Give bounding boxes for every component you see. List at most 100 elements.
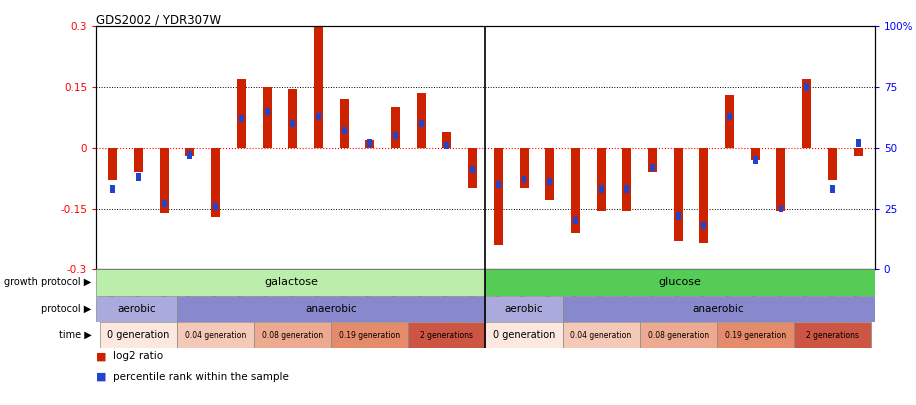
Bar [111,185,115,193]
Bar [753,156,758,164]
Bar [212,148,220,217]
Text: ■: ■ [96,372,106,382]
Bar [444,142,450,149]
Bar [700,148,708,243]
Bar [177,296,485,322]
Text: 0.19 generation: 0.19 generation [339,330,400,340]
Text: aerobic: aerobic [505,304,543,314]
Bar [485,269,875,296]
Bar [134,148,143,172]
Bar [367,139,372,147]
Bar [545,148,554,200]
Bar [417,93,426,148]
Text: 2 generations: 2 generations [806,330,859,340]
Bar [237,79,245,148]
Bar [419,120,424,127]
Bar [599,185,604,193]
Text: anaerobic: anaerobic [306,304,357,314]
Bar [751,148,759,160]
Text: 0.08 generation: 0.08 generation [262,330,323,340]
Bar [622,148,631,211]
Bar [727,113,732,120]
Bar [265,108,269,115]
Bar [572,217,578,224]
Bar [188,151,192,159]
Text: 0 generation: 0 generation [107,330,169,340]
Bar [185,148,194,156]
Text: time ▶: time ▶ [59,330,92,340]
Bar [521,176,527,183]
Bar [393,132,398,139]
Bar [828,148,837,180]
Bar [856,139,860,147]
Text: 0.04 generation: 0.04 generation [185,330,246,340]
Bar [255,322,332,348]
Bar [108,148,117,180]
Text: glucose: glucose [659,277,702,288]
Text: 0.04 generation: 0.04 generation [571,330,632,340]
Bar [562,296,875,322]
Text: aerobic: aerobic [117,304,156,314]
Bar [213,202,218,210]
Bar [96,269,485,296]
Bar [639,322,716,348]
Bar [716,322,794,348]
Bar [519,148,529,188]
Bar [162,200,167,207]
Bar [289,89,298,148]
Bar [316,113,321,120]
Text: GDS2002 / YDR307W: GDS2002 / YDR307W [96,13,222,26]
Bar [777,148,786,211]
Bar [332,322,409,348]
Bar [239,115,244,122]
Text: log2 ratio: log2 ratio [113,352,163,361]
Bar [725,95,734,148]
Bar [159,148,169,213]
Bar [468,148,477,188]
Text: 2 generations: 2 generations [420,330,474,340]
Bar [854,148,863,156]
Bar [794,322,871,348]
Text: ■: ■ [96,352,106,361]
Bar [177,322,255,348]
Bar [391,107,400,148]
Text: galactose: galactose [264,277,318,288]
Text: percentile rank within the sample: percentile rank within the sample [113,372,289,382]
Bar [676,212,681,220]
Bar [702,222,706,229]
Bar [409,322,485,348]
Bar [625,185,629,193]
Bar [442,132,452,148]
Bar [547,178,552,185]
Text: 0 generation: 0 generation [493,330,555,340]
Bar [802,79,812,148]
Text: 0.19 generation: 0.19 generation [725,330,786,340]
Bar [648,148,657,172]
Bar [830,185,834,193]
Bar [485,296,562,322]
Bar [496,181,501,188]
Bar [263,87,271,148]
Bar [596,148,605,211]
Bar [342,127,346,134]
Bar [100,322,177,348]
Bar [804,83,809,91]
Bar [494,148,503,245]
Bar [650,164,655,171]
Text: anaerobic: anaerobic [692,304,745,314]
Bar [571,148,580,233]
Bar [485,322,562,348]
Bar [290,120,295,127]
Bar [96,296,177,322]
Bar [779,205,783,212]
Bar [470,166,475,173]
Text: growth protocol ▶: growth protocol ▶ [5,277,92,288]
Text: protocol ▶: protocol ▶ [41,304,92,314]
Bar [365,140,375,148]
Bar [673,148,682,241]
Bar [314,26,323,148]
Bar [562,322,639,348]
Text: 0.08 generation: 0.08 generation [648,330,709,340]
Bar [136,173,141,181]
Bar [340,99,349,148]
